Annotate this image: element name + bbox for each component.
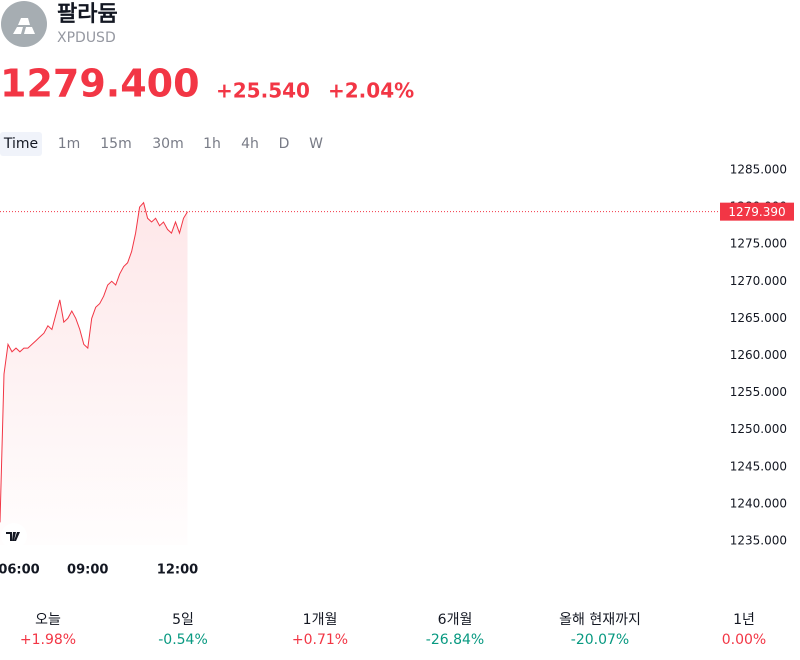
price-line (0, 201, 188, 523)
x-tick-label: 12:00 (157, 563, 198, 578)
x-tick-label: 09:00 (67, 563, 108, 578)
last-price-badge (720, 202, 794, 221)
interval-tab[interactable]: Time (3, 136, 38, 152)
x-tick-label: 06:00 (0, 563, 40, 578)
period-value: +0.71% (292, 632, 348, 648)
period-label: 6개월 (438, 612, 473, 628)
interval-tab[interactable]: W (309, 136, 323, 152)
area-fill (0, 202, 188, 545)
y-tick-label: 1270.000 (730, 274, 787, 288)
y-tick-label: 1265.000 (730, 311, 787, 325)
symbol-icon (1, 1, 47, 47)
y-tick-label: 1240.000 (730, 496, 787, 510)
y-tick-label: 1285.000 (730, 163, 787, 177)
tv-logo (1, 523, 27, 549)
interval-tab[interactable]: 1h (203, 136, 221, 152)
period-value: +1.98% (20, 632, 76, 648)
y-tick-label: 1255.000 (730, 385, 787, 399)
interval-tab[interactable]: 1m (58, 136, 81, 152)
interval-tab[interactable]: 30m (152, 136, 183, 152)
y-tick-label: 1235.000 (730, 533, 787, 547)
period-value: -0.54% (158, 632, 208, 648)
period-value: -26.84% (426, 632, 484, 648)
y-tick-label: 1275.000 (730, 237, 787, 251)
period-label: 1년 (733, 612, 755, 628)
period-label: 올해 현재까지 (559, 612, 641, 628)
active-tab-bg (0, 132, 42, 156)
period-label: 오늘 (35, 612, 61, 628)
period-value: 0.00% (722, 632, 766, 648)
y-tick-label: 1245.000 (730, 459, 787, 473)
y-tick-label: 1260.000 (730, 348, 787, 362)
price: 1279.400 (0, 62, 200, 106)
period-value: -20.07% (571, 632, 629, 648)
price-change: +25.540 (216, 79, 310, 103)
period-label: 1개월 (303, 612, 338, 628)
y-tick-label: 1250.000 (730, 422, 787, 436)
interval-tab[interactable]: 4h (241, 136, 259, 152)
symbol-code: XPDUSD (57, 30, 116, 46)
interval-tab[interactable]: D (279, 136, 290, 152)
interval-tab[interactable]: 15m (100, 136, 131, 152)
price-change-percent: +2.04% (328, 79, 414, 103)
symbol-title: 팔라듐 (57, 2, 118, 27)
period-label: 5일 (172, 612, 194, 628)
last-price-label: 1279.390 (728, 205, 785, 219)
